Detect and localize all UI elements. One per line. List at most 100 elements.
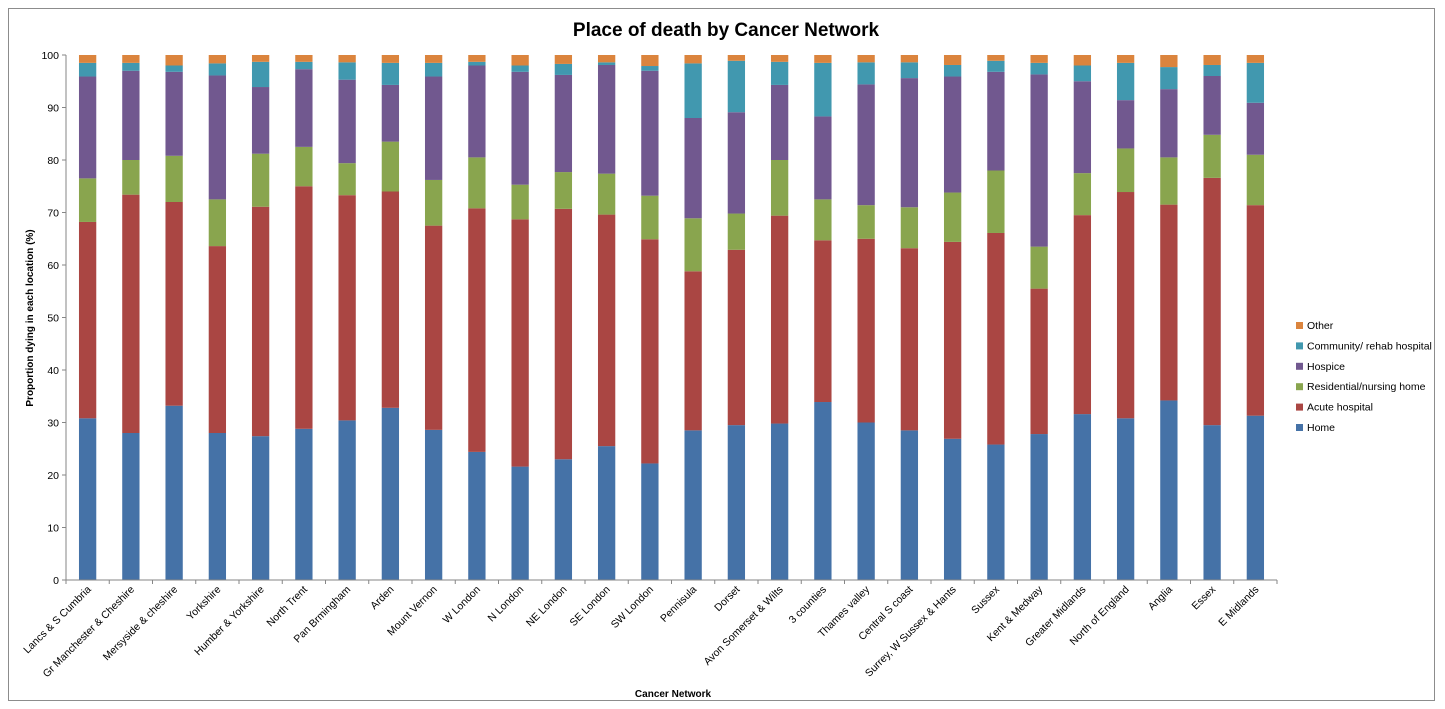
bar-segment [165,55,183,66]
bar-segment [165,65,183,72]
bar-segment [1116,192,1135,419]
bar-segment [943,192,962,242]
bar-segment [1116,148,1135,193]
bar-segment [1246,154,1265,206]
bar-segment [727,112,746,214]
x-tick-label: E Midlands [1216,584,1261,629]
bar-stack [511,55,529,580]
x-tick-label: NE London [524,584,570,630]
bar-segment [165,71,183,156]
bar-segment [468,157,486,209]
bar-segment [814,240,832,403]
bar-segment [770,84,789,160]
bar-segment [1030,246,1048,289]
bar-segment [857,62,875,85]
legend-swatch [1296,424,1303,431]
y-tick-label: 100 [41,50,59,62]
bar-segment [424,55,443,63]
bar-segment [1116,100,1135,149]
bar-stack [641,55,659,580]
y-tick-label: 20 [47,470,59,482]
bar-segment [1073,173,1092,216]
bar-segment [987,60,1005,72]
bar-segment [122,433,140,580]
bar-segment [251,153,270,207]
bar-segment [727,55,746,61]
legend-item: Home [1296,422,1335,434]
bar-stack [122,55,140,580]
legend-label: Community/ rehab hospital [1307,340,1432,352]
bar-segment [641,195,659,240]
x-tick-label: North Trent [264,584,310,630]
x-tick-label: Arden [368,584,396,612]
bar-segment [900,62,919,79]
bar-stack [251,55,270,580]
bar-stack [78,55,97,580]
bar-segment [251,87,270,154]
x-tick-label: SE London [568,584,613,629]
bar-segment [1246,102,1265,155]
legend-label: Home [1307,422,1335,434]
legend: Other Community/ rehab hospital Hospice Res… [1296,320,1432,434]
bar-segment [727,249,746,426]
bar-segment [1116,55,1135,63]
bar-stack [597,55,616,581]
y-tick-label: 70 [47,208,59,220]
bar-segment [1203,177,1221,426]
bar-segment [381,62,400,85]
legend-item: Hospice [1296,361,1345,373]
bar-stack [208,55,227,580]
bar-segment [554,55,573,64]
bar-stack [1116,55,1135,580]
bar-segment [684,271,702,431]
bar-segment [1160,67,1178,90]
bar-segment [251,55,270,62]
bar-segment [770,160,789,216]
bar-segment [165,202,183,406]
bar-segment [251,436,270,580]
legend-item: Acute hospital [1296,402,1373,414]
bar-segment [1030,55,1048,63]
y-axis-title: Proportion dying in each location (%) [25,229,36,406]
bar-segment [987,170,1005,233]
bar-stack [554,55,573,580]
bar-stack [295,55,313,580]
bar-segment [597,214,616,447]
bar-segment [78,55,97,63]
bar-segment [208,55,227,64]
bar-segment [641,66,659,71]
bar-segment [900,430,919,581]
bar-segment [78,418,97,580]
bar-stack [1073,55,1092,580]
bar-segment [597,62,616,65]
bar-segment [122,160,140,195]
bar-segment [987,444,1005,580]
bar-segment [468,451,486,580]
bar-segment [900,207,919,249]
bar-segment [641,70,659,196]
bar-segment [554,63,573,75]
bar-segment [1030,74,1048,247]
bar-segment [943,438,962,580]
bar-segment [814,55,832,63]
x-tick-label: Pennisula [658,584,699,625]
bar-segment [1116,62,1135,101]
bar-segment [814,199,832,241]
bar-segment [684,218,702,272]
y-tick-label: 90 [47,103,59,115]
bar-segment [208,199,227,247]
bar-segment [814,402,832,580]
bar-segment [424,62,443,77]
bar-stack [727,55,746,581]
bar-segment [1203,425,1221,581]
bar-segment [338,79,356,164]
bar-segment [684,118,702,219]
y-tick-label: 60 [47,260,59,272]
x-axis-title: Cancer Network [635,689,712,700]
bar-segment [295,146,313,187]
bar-segment [554,208,573,460]
legend-item: Other [1296,320,1334,332]
bar-segment [511,184,529,220]
bar-stack [381,55,400,580]
